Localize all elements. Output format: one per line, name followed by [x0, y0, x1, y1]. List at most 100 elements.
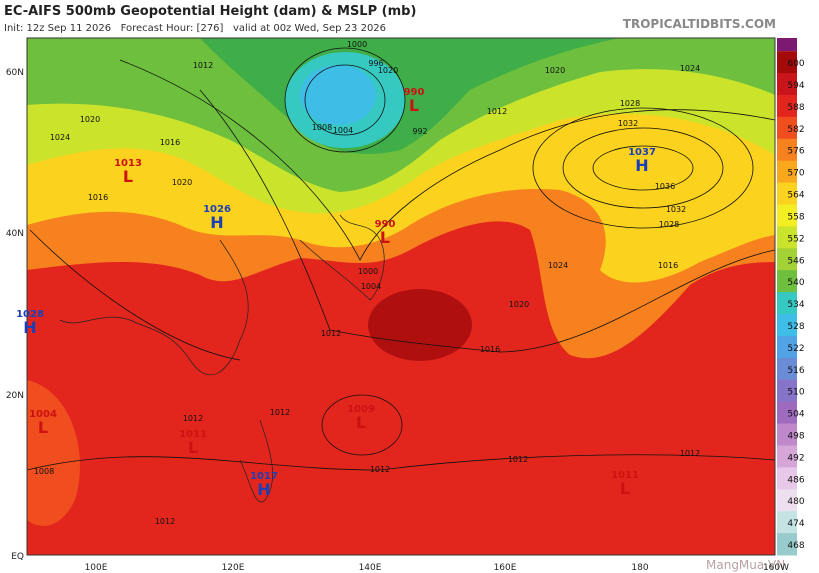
contour-label: 1020 [545, 66, 565, 75]
colorbar-cell [777, 401, 797, 425]
colorbar-label: 552 [787, 234, 804, 244]
colorbar-label: 498 [787, 432, 804, 442]
colorbar-cell [777, 511, 797, 534]
colorbar-label: 510 [787, 388, 804, 398]
title: EC-AIFS 500mb Geopotential Height (dam) … [4, 4, 416, 19]
colorbar-cell [777, 51, 797, 74]
watermark: MangMua.VN [706, 558, 785, 572]
contour-label: 1012 [487, 107, 507, 116]
colorbar-cell [777, 379, 797, 403]
center-value: 1009 [347, 404, 375, 415]
lat-label: 20N [6, 391, 24, 401]
colorbar-top [777, 38, 797, 52]
contour-label: 1028 [620, 99, 640, 108]
colorbar-label: 558 [787, 212, 804, 222]
lon-label: 160E [494, 563, 517, 573]
colorbar-cell [777, 314, 797, 337]
colorbar-cell [777, 423, 797, 446]
center-value: 1004 [29, 409, 57, 420]
contour-label: 1012 [183, 414, 203, 423]
lon-label: 160W [763, 563, 789, 573]
colorbar-cell [777, 226, 797, 249]
center-value: 1011 [179, 429, 207, 440]
contour-label: 1028 [659, 220, 679, 229]
contour-label: 1012 [680, 449, 700, 458]
colorbar-cell [777, 116, 797, 140]
contour-label: 1036 [655, 182, 675, 191]
contour-label: 1020 [172, 178, 192, 187]
lat-label: 60N [6, 68, 24, 78]
center-value: 1013 [114, 158, 142, 169]
contour-label: 1004 [333, 126, 353, 135]
contour-label: 1032 [666, 205, 686, 214]
contour-label: 1012 [508, 455, 528, 464]
colorbar-label: 486 [787, 475, 804, 485]
colorbar-label: 588 [787, 103, 804, 113]
contour-label: 1016 [88, 193, 108, 202]
lat-label: 40N [6, 229, 24, 239]
center-type: H [635, 156, 648, 175]
contour-label: 1012 [155, 517, 175, 526]
subtitle: Init: 12z Sep 11 2026 Forecast Hour: [27… [4, 23, 386, 34]
contour-label: 1024 [548, 261, 568, 270]
colorbar-label: 540 [787, 278, 804, 288]
contour-label: 1016 [658, 261, 678, 270]
contour-label: 1012 [370, 465, 390, 474]
contour-label: 1016 [480, 345, 500, 354]
center-type: L [188, 438, 198, 457]
center-type: H [210, 213, 223, 232]
contour-label: 1020 [378, 66, 398, 75]
lon-label: 100E [85, 563, 108, 573]
colorbar-label: 528 [787, 322, 804, 332]
contour-label: 1024 [680, 64, 700, 73]
colorbar-cell [777, 138, 797, 162]
colorbar-cell [777, 533, 797, 556]
colorbar-label: 516 [787, 366, 804, 376]
center-type: L [409, 96, 419, 115]
colorbar-label: 564 [787, 191, 804, 201]
center-type: H [257, 480, 270, 499]
lon-label: 180 [631, 563, 648, 573]
center-value: 1011 [611, 470, 639, 481]
center-type: L [620, 479, 630, 498]
lat-label: EQ [11, 552, 24, 562]
contour-label: 992 [412, 127, 427, 136]
colorbar-cell [777, 335, 797, 359]
colorbar-label: 576 [787, 147, 804, 157]
colorbar-cell [777, 357, 797, 381]
colorbar-cell [777, 292, 797, 315]
contour-label: 1020 [509, 300, 529, 309]
colorbar-label: 582 [787, 125, 804, 135]
center-value: 990 [404, 87, 425, 98]
colorbar-label: 492 [787, 453, 804, 463]
colorbar-label: 600 [787, 59, 804, 69]
colorbar-cell [777, 73, 797, 96]
center-value: 990 [375, 219, 396, 230]
colorbar-cell [777, 160, 797, 184]
contour-label: 1004 [361, 282, 381, 291]
colorbar-cell [777, 489, 797, 512]
colorbar-label: 468 [787, 541, 804, 551]
contour-label: 1016 [160, 138, 180, 147]
contour-label: 996 [368, 59, 383, 68]
colorbar-label: 534 [787, 300, 804, 310]
colorbar-label: 480 [787, 497, 804, 507]
colorbar-label: 570 [787, 169, 804, 179]
colorbar-label: 474 [787, 519, 804, 529]
contour-label: 1008 [34, 467, 54, 476]
colorbar-cell [777, 445, 797, 468]
contour-label: 1000 [358, 267, 378, 276]
colorbar-cell [777, 467, 797, 490]
contour-label: 1008 [312, 123, 332, 132]
contour-label: 1012 [321, 329, 341, 338]
colorbar-cell [777, 182, 797, 205]
colorbar-label: 594 [787, 81, 804, 91]
center-type: L [123, 167, 133, 186]
map-frame [26, 37, 776, 556]
contour-label: 1012 [193, 61, 213, 70]
colorbar-cell [777, 204, 797, 227]
center-value: 1037 [628, 147, 656, 158]
colorbar-label: 504 [787, 410, 804, 420]
center-value: 1026 [203, 204, 231, 215]
